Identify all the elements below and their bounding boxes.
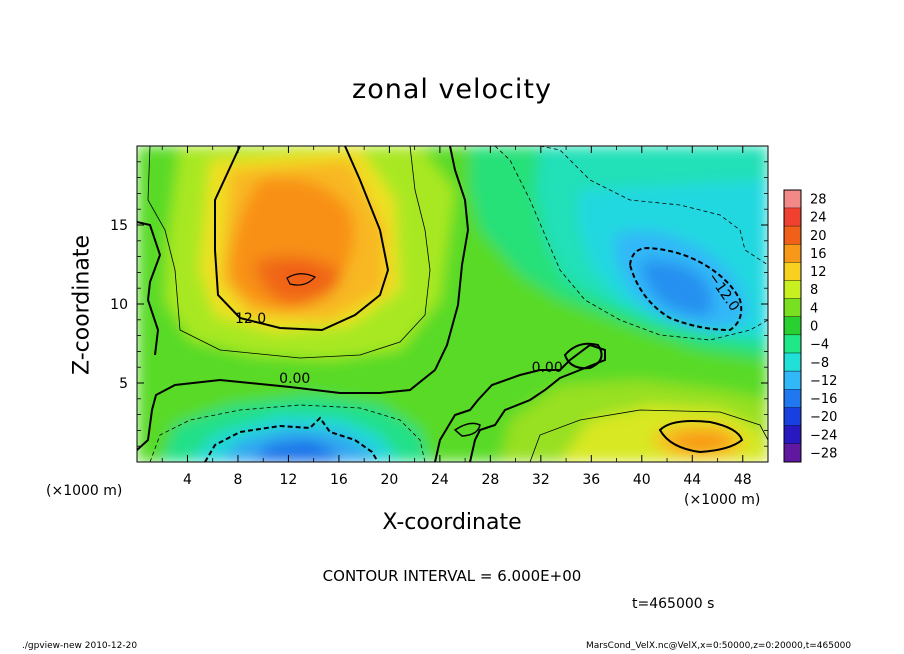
colorbar-label: 0 [810, 320, 818, 335]
contour-lines [137, 146, 768, 462]
x-tick-label: 8 [233, 472, 242, 488]
contour-label: 0.00 [532, 360, 563, 376]
chart-title: zonal velocity [352, 74, 552, 105]
contour-neg6-upper2 [539, 146, 768, 266]
colorbar-label: −8 [810, 356, 829, 371]
x-tick-label: 20 [380, 472, 398, 488]
contour-label: 0.00 [279, 371, 310, 387]
colorbar-swatch [784, 280, 801, 299]
y-tick-label: 15 [110, 218, 128, 234]
colorbar-swatch [784, 298, 801, 317]
colorbar-swatch [784, 316, 801, 336]
colorbar-label: −20 [810, 410, 837, 425]
x-tick-label: 44 [683, 472, 701, 488]
colorbar-swatch [784, 407, 801, 426]
y-axis-ticks: 5 10 15 [110, 161, 768, 447]
x-tick-label: 24 [431, 472, 449, 488]
contour-zero-left [137, 221, 162, 356]
colorbar-swatch [784, 389, 801, 408]
contour-neg12-lower [204, 416, 379, 462]
colorbar-swatch [784, 262, 801, 281]
x-axis-ticks: 4 8 12 16 20 24 28 32 36 40 44 48 [161, 146, 752, 488]
x-tick-label: 48 [734, 472, 752, 488]
colorbar-label: 28 [810, 193, 827, 208]
colorbar-label: −12 [810, 374, 837, 389]
field-region-bottom-deep [250, 440, 340, 462]
x-tick-label: 28 [481, 472, 499, 488]
colorbar-swatch [784, 335, 801, 354]
colorbar-swatch [784, 208, 801, 227]
field-region-max [285, 268, 318, 284]
x-tick-label: 4 [183, 472, 192, 488]
colorbar-label: 4 [810, 301, 818, 316]
contour-zero-bottom [434, 343, 606, 462]
contour-pos12-lower [658, 420, 744, 454]
colorbar-label: 24 [810, 211, 827, 226]
x-axis-label: X-coordinate [382, 510, 522, 535]
x-tick-label: 40 [633, 472, 651, 488]
colorbar: 28 24 20 16 12 8 4 0 −4 −8 −12 −16 −20 −24 −28 [783, 189, 837, 463]
heatmap-field: 12.00.000.00−12.0 [137, 146, 768, 462]
footer-program-date: ./gpview-new 2010-12-20 [22, 641, 138, 651]
contour-interval-note: CONTOUR INTERVAL = 6.000E+00 [322, 567, 582, 585]
contour-zero-island [563, 342, 603, 370]
colorbar-swatch [784, 244, 801, 263]
field-region-bottom-orange [670, 432, 730, 452]
x-tick-label: 36 [582, 472, 600, 488]
colorbar-frame [783, 189, 802, 463]
x-tick-label: 12 [280, 472, 298, 488]
contour-zero-small [453, 422, 481, 437]
colorbar-swatch [784, 190, 801, 209]
colorbar-label: −16 [810, 392, 837, 407]
contour-neg6-upper [494, 146, 768, 341]
contour-pos6-upper [147, 146, 431, 359]
y-tick-label: 5 [119, 376, 128, 392]
y-tick-label: 10 [110, 297, 128, 313]
x-axis-unit-left: (×1000 m) [46, 483, 123, 499]
contour-neg12-upper [628, 246, 743, 332]
time-stamp-note: t=465000 s [632, 596, 715, 612]
contour-pos6-lower [529, 409, 768, 462]
y-axis-label: Z-coordinate [69, 235, 95, 375]
x-axis-unit-right: (×1000 m) [684, 492, 761, 508]
colorbar-label: 12 [810, 265, 827, 280]
footer-source-file: MarsCond_VelX.nc@VelX,x=0:50000,z=0:2000… [586, 641, 852, 651]
colorbar-swatch [784, 226, 801, 245]
x-tick-label: 16 [330, 472, 348, 488]
contour-pos12-upper [214, 146, 390, 332]
colorbar-swatch [784, 443, 801, 462]
colorbar-label: 8 [810, 283, 818, 298]
field-region-neg16 [640, 260, 713, 316]
colorbar-swatch [784, 425, 801, 444]
colorbar-swatch [784, 353, 801, 372]
colorbar-label: 20 [810, 229, 827, 244]
colorbar-swatch [784, 371, 801, 390]
colorbar-label: 16 [810, 247, 827, 262]
contour-pos18 [286, 273, 316, 286]
colorbar-label: −24 [810, 428, 837, 443]
colorbar-label: −28 [810, 446, 837, 461]
contour-neg6-lower [149, 404, 426, 462]
contour-label: 12.0 [235, 311, 266, 327]
x-tick-label: 32 [532, 472, 550, 488]
contour-zero-main [137, 146, 470, 451]
colorbar-label: −4 [810, 338, 829, 353]
